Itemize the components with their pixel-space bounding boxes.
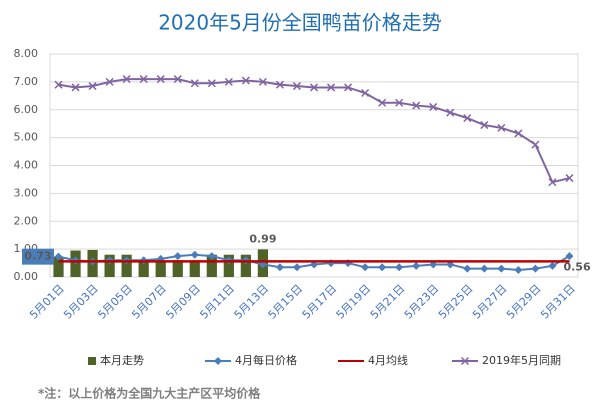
x-tick-label: 5月27日 (470, 282, 510, 322)
y-tick-label: 0.00 (14, 270, 39, 283)
marker (548, 261, 557, 270)
y-tick-label: 7.00 (14, 75, 39, 88)
x-tick-label: 5月19日 (334, 282, 374, 322)
marker (378, 98, 387, 107)
marker (139, 75, 148, 84)
marker (156, 75, 165, 84)
marker (327, 83, 336, 92)
x-tick-label: 5月31日 (538, 282, 578, 322)
x-tick-label: 5月25日 (436, 282, 476, 322)
data-label-box (22, 248, 54, 265)
marker (275, 80, 284, 89)
legend-swatch (88, 357, 96, 365)
marker (395, 263, 404, 272)
marker (224, 77, 233, 86)
bar (155, 260, 166, 277)
marker (275, 263, 284, 272)
marker (378, 263, 387, 272)
legend-label: 4月均线 (368, 353, 408, 367)
bar (104, 254, 115, 277)
x-tick-label: 5月17日 (300, 282, 340, 322)
legend-marker (460, 356, 470, 366)
marker (173, 75, 182, 84)
marker (54, 80, 63, 89)
marker (122, 75, 131, 84)
marker (514, 266, 523, 275)
y-tick-label: 3.00 (14, 186, 39, 199)
marker (344, 83, 353, 92)
bar (121, 254, 132, 277)
x-tick-label: 5月07日 (129, 282, 169, 322)
marker (258, 77, 267, 86)
legend-label: 4月每日价格 (235, 353, 297, 367)
y-tick-label: 4.00 (14, 159, 39, 172)
data-label: 0.73 (24, 250, 51, 263)
bar (138, 260, 149, 277)
marker (531, 140, 540, 149)
marker (207, 79, 216, 88)
bar (223, 254, 234, 277)
legend-label: 本月走势 (100, 353, 144, 367)
data-label: 0.99 (249, 232, 276, 245)
x-tick-label: 5月01日 (27, 282, 67, 322)
marker (463, 114, 472, 123)
x-tick-label: 5月11日 (197, 282, 237, 322)
marker (480, 264, 489, 273)
marker (412, 261, 421, 270)
y-tick-label: 6.00 (14, 103, 39, 116)
marker (548, 178, 557, 187)
marker (173, 252, 182, 261)
marker (309, 83, 319, 92)
line (58, 78, 570, 184)
x-tick-label: 5月21日 (368, 282, 408, 322)
x-tick-label: 5月05日 (95, 282, 135, 322)
marker (480, 121, 489, 130)
y-tick-label: 8.00 (14, 47, 39, 60)
x-tick-label: 5月09日 (163, 282, 203, 322)
marker (395, 98, 404, 107)
marker (241, 76, 250, 85)
x-tick-label: 5月15日 (266, 282, 306, 322)
marker (429, 102, 438, 111)
data-label: 0.56 (563, 260, 590, 273)
bar (172, 260, 183, 277)
y-tick-label: 2.00 (14, 214, 39, 227)
marker (88, 82, 97, 91)
marker (412, 101, 421, 110)
chart-title: 2020年5月份全国鸭苗价格走势 (158, 11, 442, 35)
bar (53, 256, 64, 277)
footnote: *注：以上价格为全国九大主产区平均价格 (38, 386, 261, 401)
x-tick-label: 5月13日 (232, 282, 272, 322)
marker (105, 77, 114, 86)
x-tick-label: 5月03日 (61, 282, 101, 322)
bar (240, 254, 251, 277)
x-tick-label: 5月23日 (402, 282, 442, 322)
marker (71, 83, 80, 92)
marker (446, 108, 455, 117)
marker (497, 264, 506, 273)
marker (292, 263, 301, 272)
bar (206, 254, 217, 277)
marker (190, 79, 199, 88)
x-tick-label: 5月29日 (504, 282, 544, 322)
marker (292, 82, 301, 91)
marker (531, 264, 540, 273)
bar (189, 260, 200, 277)
marker (514, 129, 523, 138)
marker (463, 264, 472, 273)
marker (54, 252, 63, 261)
marker (565, 252, 574, 261)
marker (565, 174, 574, 183)
marker (361, 263, 370, 272)
marker (207, 252, 216, 261)
legend-label: 2019年5月同期 (482, 353, 561, 367)
y-tick-label: 5.00 (14, 131, 39, 144)
marker (361, 88, 370, 98)
marker (497, 123, 506, 132)
legend-marker (214, 357, 222, 365)
marker (190, 250, 199, 259)
